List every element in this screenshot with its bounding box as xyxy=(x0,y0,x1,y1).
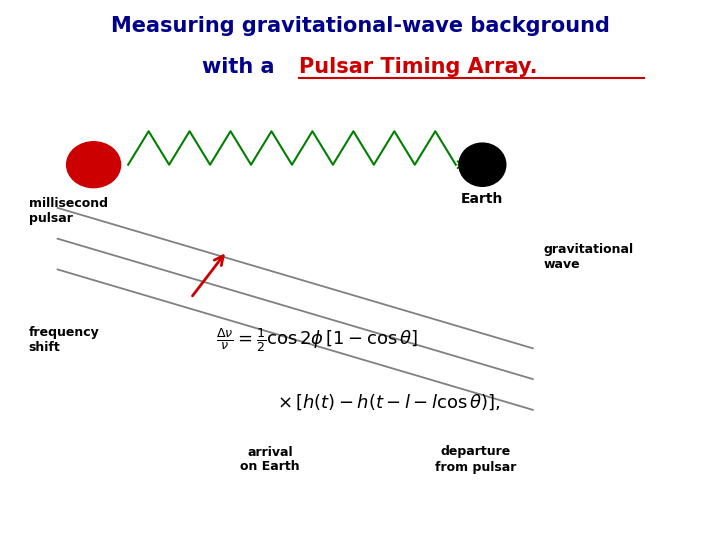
Text: Pulsar Timing Array.: Pulsar Timing Array. xyxy=(299,57,537,77)
Text: frequency
shift: frequency shift xyxy=(29,326,99,354)
Text: arrival
on Earth: arrival on Earth xyxy=(240,446,300,474)
Text: Measuring gravitational-wave background: Measuring gravitational-wave background xyxy=(111,16,609,36)
Ellipse shape xyxy=(459,143,505,186)
Text: $\times\,[h(t) - h(t - l - l\cos\theta)],$: $\times\,[h(t) - h(t - l - l\cos\theta)]… xyxy=(277,393,500,412)
Text: Earth: Earth xyxy=(462,192,503,206)
Text: departure
from pulsar: departure from pulsar xyxy=(434,446,516,474)
Text: $\frac{\Delta\nu}{\nu} = \frac{1}{2}\cos 2\phi\,[1 - \cos\theta]$: $\frac{\Delta\nu}{\nu} = \frac{1}{2}\cos… xyxy=(216,326,418,354)
Text: gravitational
wave: gravitational wave xyxy=(544,242,634,271)
Text: with a: with a xyxy=(202,57,282,77)
Ellipse shape xyxy=(67,142,121,188)
Text: millisecond
pulsar: millisecond pulsar xyxy=(29,197,108,225)
